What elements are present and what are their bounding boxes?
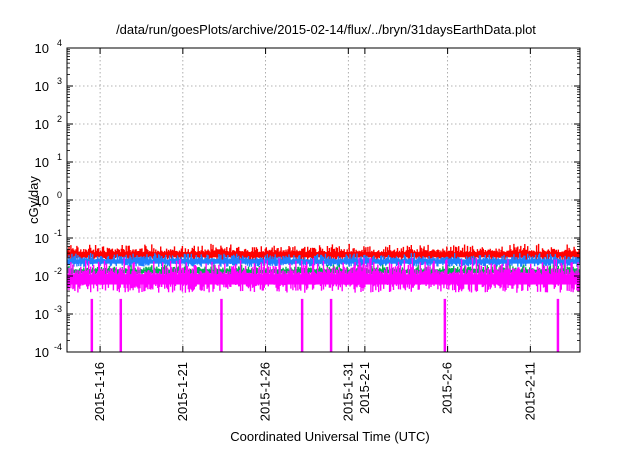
x-tick-label: 2015-1-21 [175, 362, 190, 421]
x-tick-label: 2015-2-6 [440, 362, 455, 414]
series-layer [67, 243, 580, 352]
x-tick-label: 2015-1-31 [340, 362, 355, 421]
tick-layer: 10 -4 10 -3 10 -2 10 -1 10 0 10 1 10 2 10 3 10 4 2015-1-16… [35, 38, 580, 421]
y-tick-exponent: 1 [57, 152, 62, 162]
y-tick-exponent: -2 [54, 266, 62, 276]
x-tick-label: 2015-2-1 [357, 362, 372, 414]
y-tick-label: 10 [35, 345, 49, 360]
chart-title: /data/run/goesPlots/archive/2015-02-14/f… [116, 22, 536, 37]
y-tick-exponent: 2 [57, 114, 62, 124]
y-tick-label: 10 [35, 41, 49, 56]
series-1-core [67, 252, 580, 258]
y-axis-label: cGy/day [26, 176, 41, 224]
grid-layer [67, 48, 580, 352]
x-axis-label: Coordinated Universal Time (UTC) [230, 429, 429, 444]
y-tick-label: 10 [35, 155, 49, 170]
x-tick-label: 2015-1-26 [258, 362, 273, 421]
y-tick-label: 10 [35, 269, 49, 284]
y-tick-label: 10 [35, 79, 49, 94]
y-tick-label: 10 [35, 231, 49, 246]
x-tick-label: 2015-1-16 [92, 362, 107, 421]
y-tick-exponent: -3 [54, 304, 62, 314]
y-tick-label: 10 [35, 307, 49, 322]
series-4-core [67, 274, 580, 285]
y-tick-exponent: 4 [57, 38, 62, 48]
y-tick-label: 10 [35, 193, 49, 208]
y-tick-label: 10 [35, 117, 49, 132]
y-tick-exponent: -4 [54, 342, 62, 352]
y-tick-exponent: 0 [57, 190, 62, 200]
y-tick-exponent: 3 [57, 76, 62, 86]
y-tick-exponent: -1 [54, 228, 62, 238]
x-tick-label: 2015-2-11 [522, 362, 537, 420]
